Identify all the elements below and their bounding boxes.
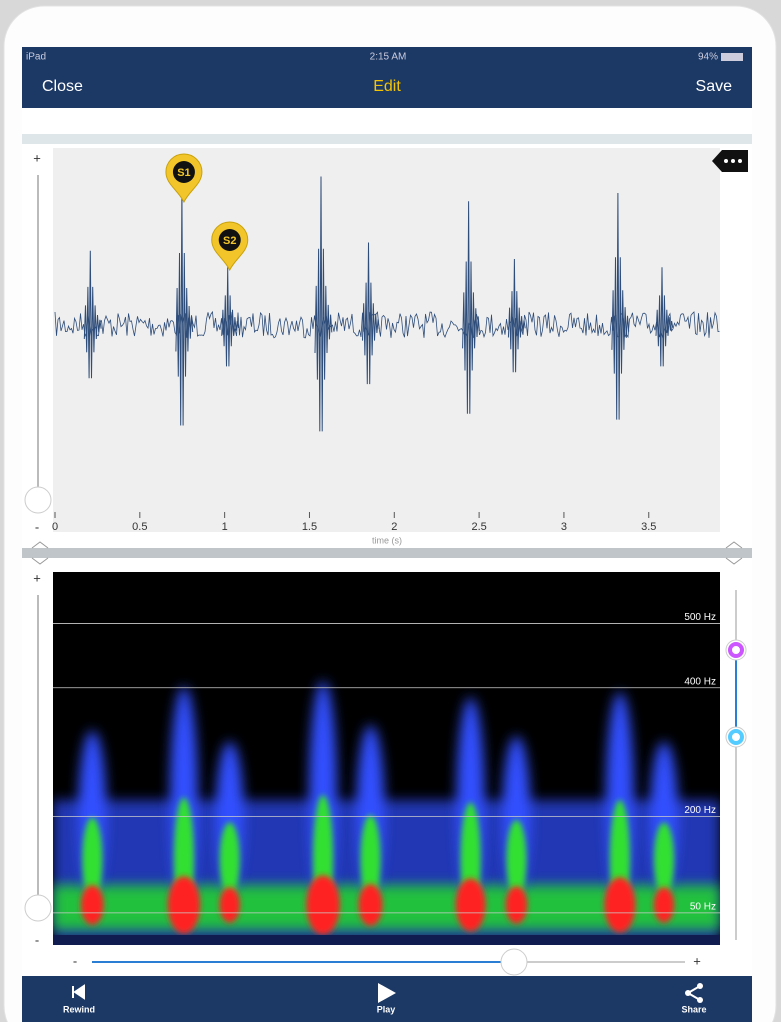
zoom-in-label: + [33,150,41,165]
marker-badge [172,161,195,183]
spec-column-red [653,887,675,923]
x-tick-label: 0.5 [132,521,147,533]
x-tick-label: 0 [52,521,58,533]
spec-column-red [306,875,340,935]
marker-label: S2 [223,235,236,247]
spec-column-red [455,878,486,932]
dot [731,159,735,163]
zoom-out-label: - [35,932,39,947]
waveform-spike [655,267,674,367]
carrier: iPad [26,52,46,63]
waveform-spike [507,258,526,373]
waveform-panel [53,148,720,532]
waveform-spike [221,267,239,367]
dot [738,159,742,163]
close-button[interactable]: Close [42,78,83,95]
waveform-spike [362,242,380,385]
spec-column-red [219,887,240,923]
x-tick-label: 3 [561,521,567,533]
share-dot [697,997,703,1003]
battery-level: 94% [698,52,718,63]
dot [724,159,728,163]
battery-icon [721,53,743,61]
toolbar [22,976,752,1022]
waveform-spike [462,201,480,414]
nav-bar [22,47,752,108]
color-wheel [728,642,744,658]
waveform-noise [54,310,720,339]
splitter[interactable] [22,548,752,558]
x-tick-label: 1.5 [302,521,317,533]
x-tick-label: 2 [391,521,397,533]
spec-column-green [82,817,103,903]
freq-label: 200 Hz [684,805,716,816]
spec-column-green [360,815,381,905]
marker-badge [218,229,241,251]
freq-label: 500 Hz [684,612,716,623]
divider [22,134,752,144]
waveform-spike [611,192,630,420]
spec-column-red [80,885,104,925]
x-tick-label: 2.5 [471,521,486,533]
waveform-spike [175,184,194,426]
spec-column-green [506,820,527,900]
waveform-spike [314,176,333,432]
x-axis-label: time (s) [372,535,402,545]
timeline-start: - [73,953,77,968]
x-tick-label: 3.5 [641,521,656,533]
clock: 2:15 AM [370,52,407,63]
waveform: 0 0.5 1 1.5 2 2.5 3 3.5 time (s) S1 S2 [52,153,720,545]
zoom-out-label: - [35,519,39,534]
rewind-icon[interactable] [72,984,85,1000]
spec-floor [53,935,720,945]
play-button[interactable]: Play [377,1004,396,1014]
play-icon[interactable] [378,983,396,1003]
zoom-knob[interactable] [24,486,52,514]
splitter-handles [31,541,743,565]
share-button[interactable]: Share [681,1004,706,1014]
rewind-button[interactable]: Rewind [63,1004,95,1014]
spec-column-red [167,876,201,934]
share-dot [697,983,703,989]
waveform-spike [83,250,102,379]
spectrogram: 500 Hz 400 Hz 200 Hz 50 Hz [53,612,720,945]
share-dot [685,990,691,996]
spec-column-green [219,822,240,898]
save-button[interactable]: Save [696,78,733,95]
spec-column-red [358,884,383,926]
zoom-in-label: + [33,570,41,585]
timeline-end: + [693,953,701,968]
freq-label: 50 Hz [690,901,716,912]
color-wheel [728,729,744,745]
zoom-knob[interactable] [24,894,52,922]
spec-column-green [654,822,675,898]
freq-label: 400 Hz [684,676,716,687]
timeline-knob[interactable] [500,948,528,976]
marker-label: S1 [177,167,190,179]
spec-column-red [604,877,636,933]
spec-column-red [505,886,528,924]
nav-title: Edit [373,78,401,95]
more-button[interactable] [712,150,748,172]
x-tick-label: 1 [222,521,228,533]
